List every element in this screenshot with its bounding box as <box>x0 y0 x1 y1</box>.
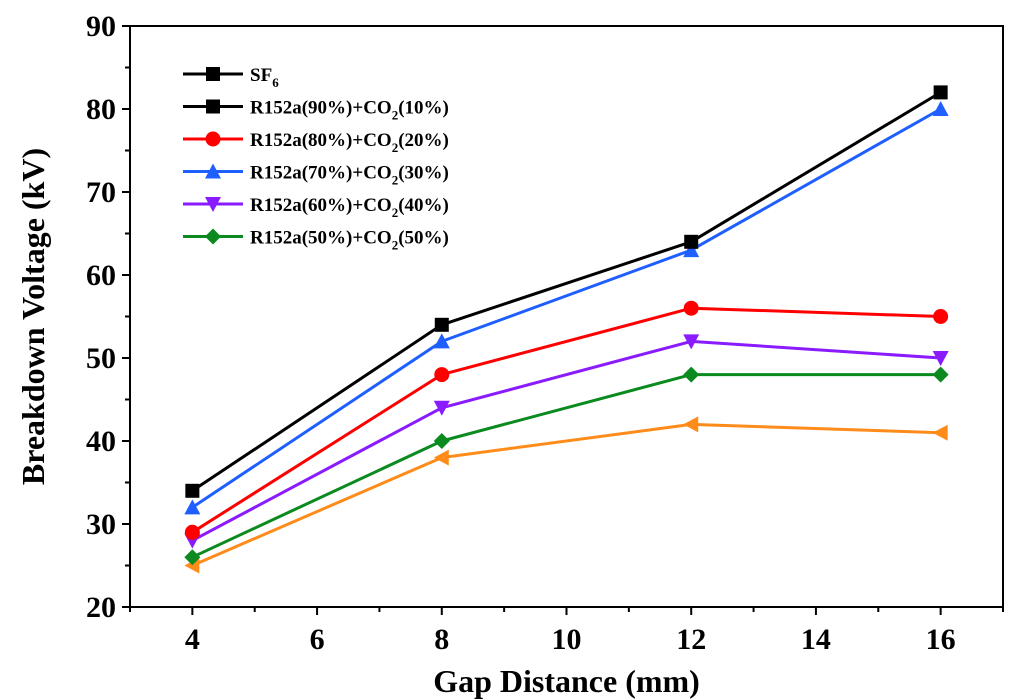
series-line <box>191 339 941 542</box>
y-tick-label: 20 <box>86 591 116 624</box>
legend-marker <box>205 131 221 147</box>
data-point <box>932 424 948 441</box>
series-layer <box>184 85 949 574</box>
series-line <box>191 107 942 509</box>
data-point <box>433 400 450 416</box>
series-0 <box>185 85 948 498</box>
legend-label: R152a(60%)+CO2(40%) <box>250 195 449 220</box>
data-point <box>434 367 450 383</box>
data-point <box>933 85 948 100</box>
data-point <box>184 499 201 515</box>
series-5 <box>184 366 949 566</box>
legend-marker <box>205 163 221 179</box>
legend-marker <box>205 228 221 245</box>
x-axis: 4 6 8 10 12 14 16 <box>129 607 1004 656</box>
data-point <box>683 416 699 433</box>
data-point <box>932 101 949 116</box>
data-point <box>683 366 700 383</box>
series-4 <box>184 334 949 549</box>
data-point <box>184 549 201 566</box>
y-tick-label: 90 <box>86 10 116 43</box>
x-tick-label: 14 <box>801 623 831 656</box>
series-line <box>191 91 942 493</box>
x-tick-label: 8 <box>434 623 449 656</box>
data-point <box>683 300 699 316</box>
x-tick-label: 16 <box>926 623 956 656</box>
legend-item: R152a(60%)+CO2(40%) <box>183 195 449 220</box>
legend-marker <box>205 197 221 212</box>
data-point <box>433 433 450 449</box>
data-point <box>434 317 449 332</box>
legend-label: SF6 <box>250 65 279 90</box>
legend-label: R152a(80%)+CO2(20%) <box>250 130 449 155</box>
data-point <box>433 449 449 466</box>
y-axis: 20 30 40 50 60 70 80 90 <box>86 10 130 624</box>
data-point <box>932 351 949 366</box>
y-axis-title: Breakdown Voltage (kV) <box>15 148 51 485</box>
legend-marker <box>206 67 220 81</box>
data-point <box>185 483 200 498</box>
legend-item: R152a(80%)+CO2(20%) <box>183 130 449 155</box>
x-tick-label: 4 <box>185 623 200 656</box>
series-3 <box>184 101 949 515</box>
legend-item: R152a(50%)+CO2(50%) <box>183 228 449 253</box>
legend-marker <box>206 99 220 114</box>
data-point <box>684 234 699 249</box>
y-tick-label: 60 <box>86 259 116 292</box>
data-point <box>933 309 949 324</box>
legend-label: R152a(70%)+CO2(30%) <box>250 163 449 188</box>
legend-label: R152a(90%)+CO2(10%) <box>250 98 449 123</box>
series-6 <box>184 416 948 574</box>
data-point <box>683 334 700 350</box>
y-tick-label: 80 <box>86 93 116 126</box>
series-line <box>191 422 941 567</box>
series-line <box>191 373 941 559</box>
y-tick-label: 30 <box>86 508 116 541</box>
data-point <box>184 524 200 540</box>
legend-label: R152a(50%)+CO2(50%) <box>250 228 449 253</box>
y-tick-label: 50 <box>86 342 116 375</box>
y-tick-label: 40 <box>86 425 116 458</box>
legend-item: R152a(90%)+CO2(10%) <box>183 98 449 123</box>
x-axis-title: Gap Distance (mm) <box>433 663 700 699</box>
y-tick-label: 70 <box>86 176 116 209</box>
x-tick-label: 10 <box>552 623 582 656</box>
legend-item: R152a(70%)+CO2(30%) <box>183 163 449 188</box>
series-2 <box>184 300 949 540</box>
series-line <box>191 306 941 534</box>
data-point <box>932 366 949 383</box>
legend: SF6 R152a(90%)+CO2(10%) R152a(80%)+CO2(20%… <box>183 65 449 253</box>
data-point <box>683 242 700 258</box>
x-tick-label: 12 <box>676 623 706 656</box>
x-tick-label: 6 <box>310 623 325 656</box>
data-point <box>433 333 450 349</box>
legend-item: SF6 <box>183 65 279 90</box>
